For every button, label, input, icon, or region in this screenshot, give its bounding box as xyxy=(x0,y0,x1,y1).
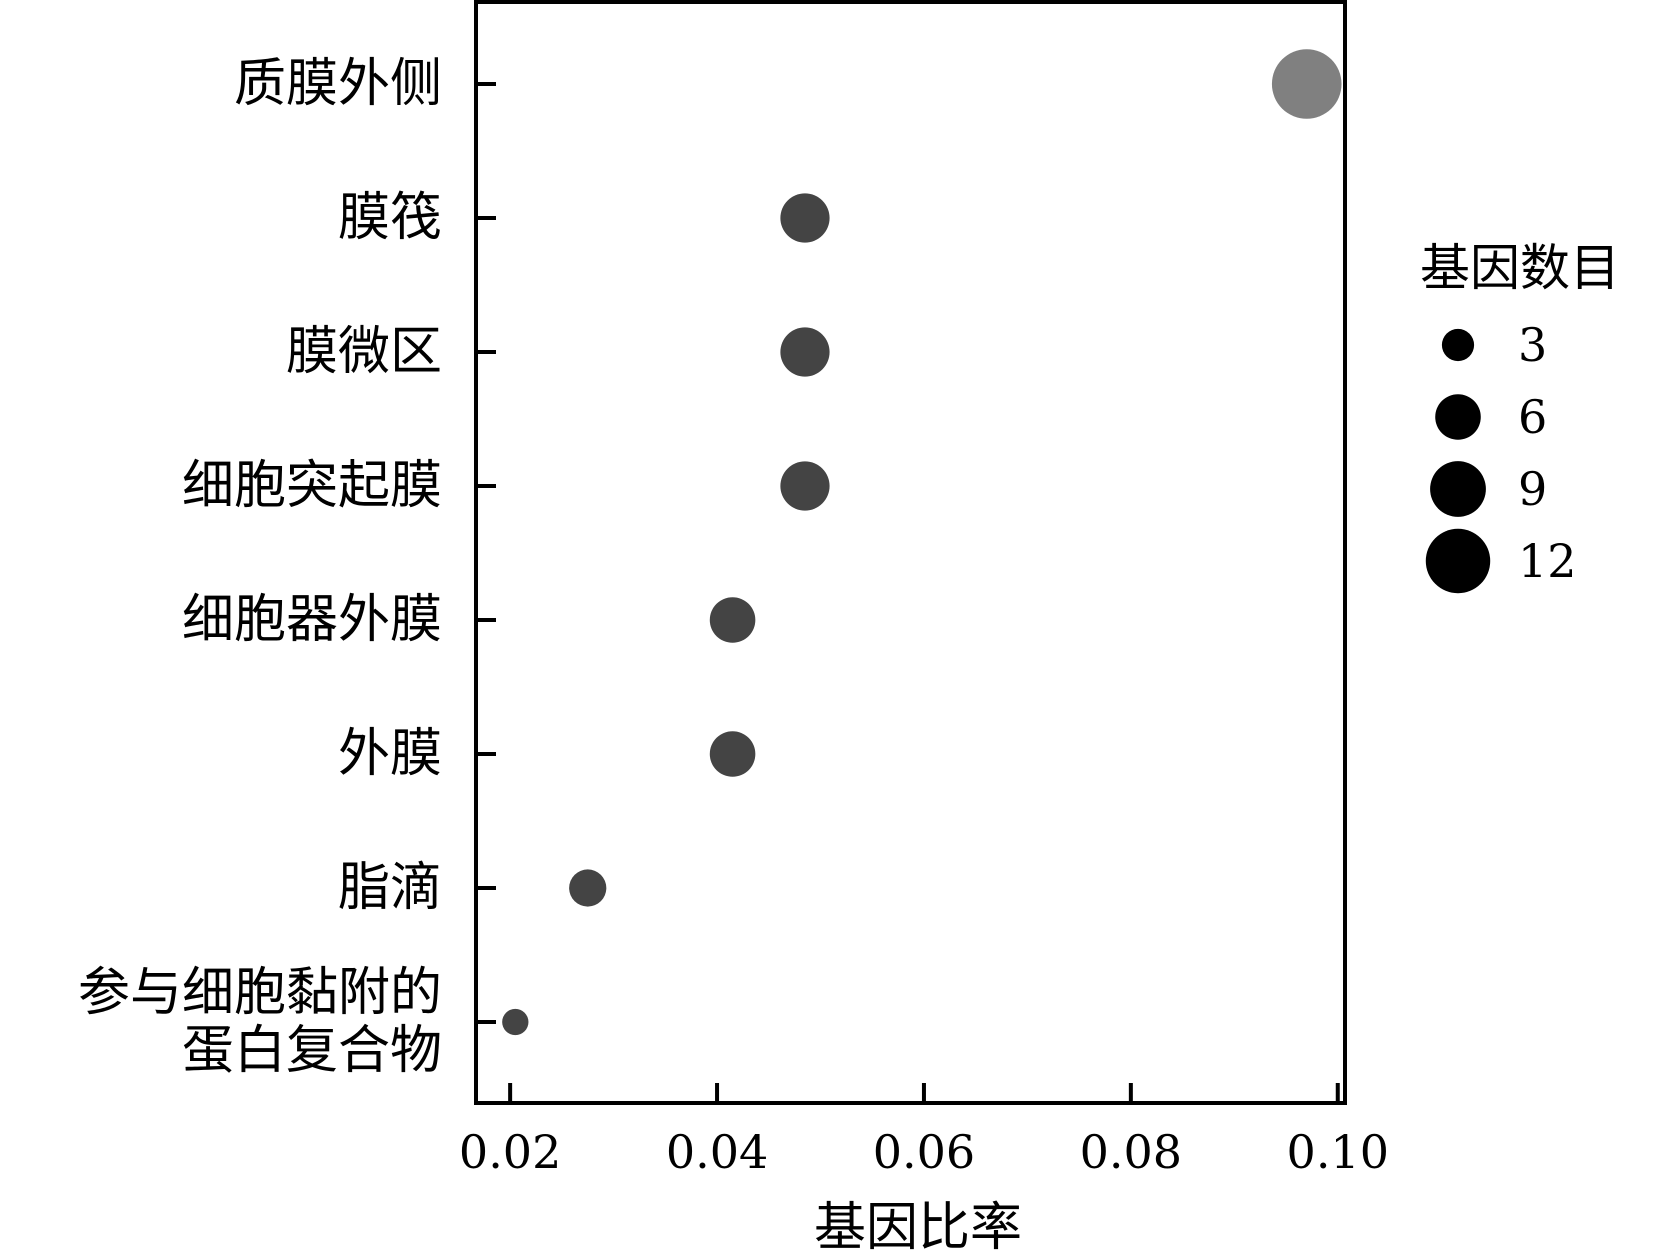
data-point xyxy=(709,731,756,777)
x-tick-label: 0.08 xyxy=(1080,1125,1182,1179)
x-tick-label: 0.02 xyxy=(459,1125,561,1179)
plot-area xyxy=(474,0,1347,1105)
category-label: 脂滴 xyxy=(338,858,442,918)
data-point xyxy=(502,1008,529,1036)
x-axis-title: 基因比率 xyxy=(814,1198,1022,1258)
x-axis-ticks: 0.02 0.04 0.06 0.08 0.10 xyxy=(459,1083,1389,1179)
x-tick-label: 0.06 xyxy=(873,1125,975,1179)
legend-marker xyxy=(1425,528,1491,594)
category-label: 细胞器外膜 xyxy=(182,590,442,650)
category-label: 外膜 xyxy=(338,724,442,784)
x-tick-label: 0.10 xyxy=(1287,1125,1389,1179)
legend-label: 3 xyxy=(1518,318,1547,372)
data-point xyxy=(569,869,607,907)
legend-label: 9 xyxy=(1518,462,1547,516)
data-point xyxy=(709,597,756,643)
data-point xyxy=(780,193,830,243)
legend-label: 12 xyxy=(1518,534,1577,588)
category-label: 细胞突起膜 xyxy=(182,456,442,516)
legend: 基因数目 3 6 9 12 xyxy=(1420,239,1620,594)
category-label: 质膜外侧 xyxy=(234,54,442,114)
legend-label: 6 xyxy=(1518,390,1547,444)
legend-title: 基因数目 xyxy=(1420,239,1620,297)
legend-marker xyxy=(1435,394,1481,440)
data-point xyxy=(1271,49,1342,119)
data-point xyxy=(780,327,830,377)
category-label: 参与细胞黏附的蛋白复合物 xyxy=(78,963,442,1081)
data-point xyxy=(780,461,830,511)
plot-frame xyxy=(474,0,1347,1105)
legend-marker xyxy=(1430,461,1486,517)
legend-marker xyxy=(1441,328,1475,362)
x-tick-label: 0.04 xyxy=(666,1125,768,1179)
category-label: 膜微区 xyxy=(286,322,442,382)
category-label: 膜筏 xyxy=(338,188,442,248)
